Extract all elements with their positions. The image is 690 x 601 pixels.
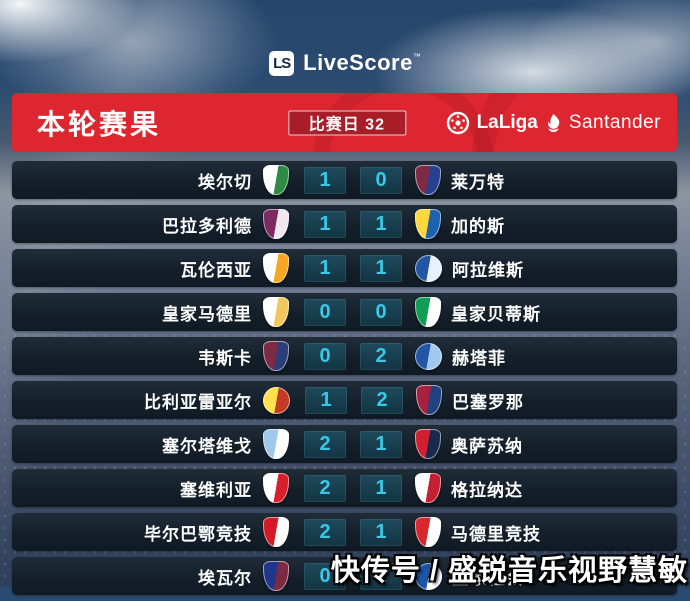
- match-row[interactable]: 塞维利亚 2 1 格拉纳达: [12, 469, 677, 507]
- home-score: 2: [304, 430, 346, 458]
- livescore-wordmark-text: LiveScore: [303, 50, 413, 75]
- page-title: 本轮赛果: [37, 108, 162, 140]
- home-score: 1: [305, 386, 347, 414]
- home-team-crest-icon: [263, 386, 290, 414]
- trademark-symbol: ™: [412, 52, 421, 61]
- home-team-crest-icon: [263, 253, 289, 283]
- santander-flame-icon: [545, 113, 562, 132]
- away-score: 1: [360, 474, 402, 502]
- home-score: 2: [304, 474, 346, 502]
- away-team-name: 奥萨苏纳: [451, 436, 523, 456]
- match-row[interactable]: 巴拉多利德 1 1 加的斯: [12, 205, 677, 243]
- home-team-crest-icon: [263, 429, 289, 459]
- home-team-name: 埃尔切: [198, 172, 252, 192]
- santander-wordmark: Santander: [568, 111, 661, 133]
- home-score: 0: [304, 342, 346, 370]
- away-team-name: 马德里竞技: [451, 524, 541, 544]
- home-score: 1: [304, 254, 346, 282]
- home-team-crest-icon: [263, 165, 289, 195]
- away-team-crest-icon: [416, 385, 442, 415]
- home-team-crest-icon: [263, 341, 289, 371]
- away-team-crest-icon: [415, 254, 442, 282]
- away-score: 1: [360, 210, 402, 238]
- away-team-name: 加的斯: [451, 216, 505, 236]
- away-team-name: 皇家贝蒂斯: [451, 304, 541, 324]
- match-row[interactable]: 塞尔塔维戈 2 1 奥萨苏纳: [12, 425, 677, 463]
- away-team-name: 阿拉维斯: [452, 260, 524, 280]
- away-score: 1: [360, 518, 402, 546]
- home-team-name: 比利亚雷亚尔: [144, 392, 252, 412]
- home-team-name: 巴拉多利德: [162, 216, 252, 236]
- match-row[interactable]: 皇家马德里 0 0 皇家贝蒂斯: [12, 293, 677, 331]
- away-team-name: 莱万特: [451, 172, 505, 192]
- away-score: 1: [360, 562, 402, 590]
- home-team-crest-icon: [263, 561, 289, 591]
- home-team-name: 塞尔塔维戈: [162, 436, 252, 456]
- livescore-wordmark: LiveScore™: [303, 50, 421, 76]
- home-score: 2: [304, 518, 346, 546]
- matchday-badge: 比赛日 32: [287, 110, 406, 135]
- home-team-name: 皇家马德里: [162, 304, 252, 324]
- away-team-crest-icon: [415, 562, 442, 590]
- away-team-name: 巴塞罗那: [452, 392, 524, 412]
- away-team-crest-icon: [415, 473, 441, 503]
- match-row[interactable]: 毕尔巴鄂竞技 2 1 马德里竞技: [12, 513, 677, 551]
- home-team-name: 毕尔巴鄂竞技: [144, 524, 252, 544]
- away-team-crest-icon: [415, 342, 442, 370]
- home-team-crest-icon: [263, 473, 289, 503]
- livescore-icon: LS: [269, 50, 295, 76]
- away-team-crest-icon: [415, 297, 441, 327]
- away-score: 0: [360, 298, 402, 326]
- watermark-text: 快传号 / 盛锐音乐视野慧敏: [330, 555, 688, 587]
- away-score: 0: [360, 166, 402, 194]
- home-team-crest-icon: [263, 517, 289, 547]
- home-score: 1: [304, 210, 346, 238]
- away-team-name: 格拉纳达: [451, 480, 523, 500]
- laliga-santander-logo: LaLiga Santander: [446, 93, 661, 152]
- match-row[interactable]: 韦斯卡 0 2 赫塔菲: [12, 337, 677, 375]
- away-team-crest-icon: [415, 209, 441, 239]
- match-row[interactable]: 埃尔切 1 0 莱万特: [12, 161, 677, 199]
- away-score: 2: [360, 342, 402, 370]
- home-score: 1: [304, 166, 346, 194]
- home-team-name: 塞维利亚: [180, 480, 252, 500]
- laliga-wordmark: LaLiga: [476, 111, 538, 133]
- away-team-crest-icon: [415, 165, 441, 195]
- match-list: 埃尔切 1 0 莱万特 巴拉多利德 1 1 加的斯 瓦伦西亚 1 1 阿拉维斯 …: [12, 161, 677, 601]
- results-banner: 本轮赛果 比赛日 32 LaLiga Santander: [12, 93, 677, 152]
- home-team-name: 韦斯卡: [198, 348, 252, 368]
- home-team-name: 瓦伦西亚: [180, 260, 252, 280]
- home-team-crest-icon: [263, 209, 289, 239]
- laliga-ball-icon: [446, 111, 470, 135]
- away-score: 1: [360, 254, 402, 282]
- away-team-crest-icon: [415, 517, 441, 547]
- home-score: 0: [304, 562, 346, 590]
- away-team-name: 皇家社会: [452, 568, 524, 588]
- home-team-name: 埃瓦尔: [198, 568, 252, 588]
- away-team-name: 赫塔菲: [452, 348, 506, 368]
- away-team-crest-icon: [415, 429, 441, 459]
- away-score: 2: [361, 386, 403, 414]
- away-score: 1: [360, 430, 402, 458]
- home-team-crest-icon: [263, 297, 289, 327]
- livescore-logo: LS LiveScore™: [0, 49, 690, 77]
- home-score: 0: [304, 298, 346, 326]
- match-row[interactable]: 比利亚雷亚尔 1 2 巴塞罗那: [12, 381, 677, 419]
- match-row[interactable]: 瓦伦西亚 1 1 阿拉维斯: [12, 249, 677, 287]
